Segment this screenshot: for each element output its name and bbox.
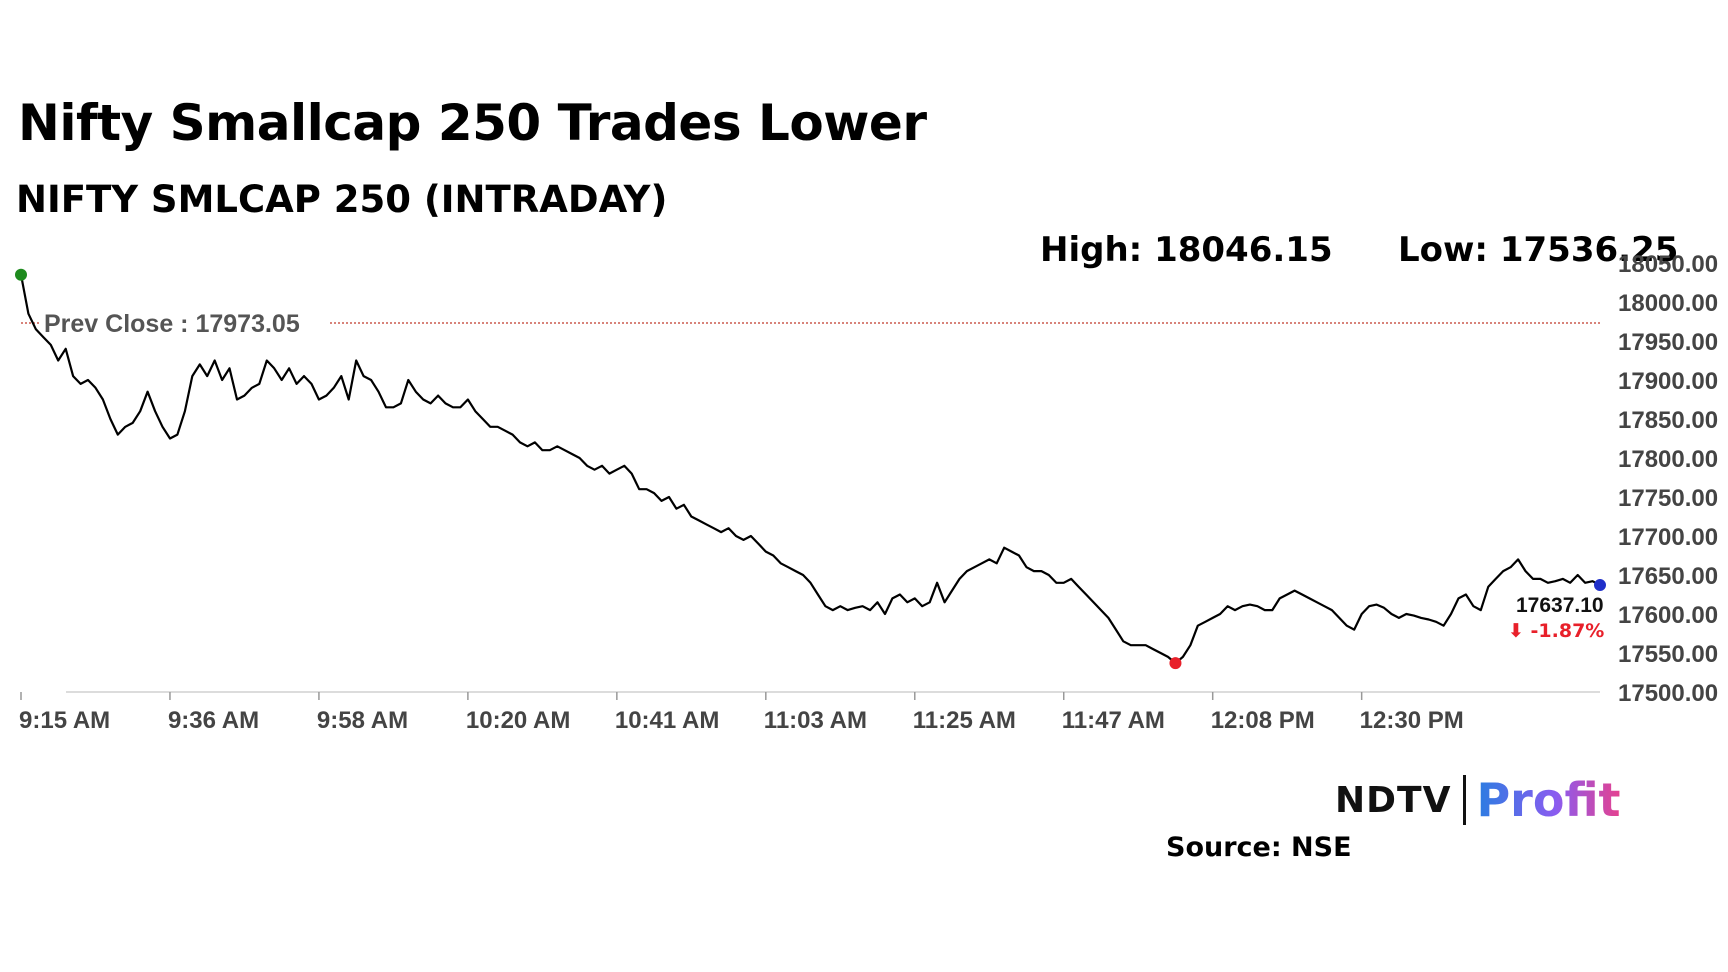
y-tick-label: 17750.00 — [1618, 485, 1718, 512]
low-value-label: Low: 17536.25 — [1398, 230, 1679, 270]
logo-ndtv-text: NDTV — [1335, 779, 1452, 821]
series-line — [19, 274, 1601, 665]
x-tick-label: 9:15 AM — [19, 707, 110, 734]
labels-group: Prev Close : 17973.05 17637.10 ⬇ -1.87% — [44, 310, 1604, 642]
y-tick-label: 17700.00 — [1618, 524, 1718, 551]
y-tick-label: 17900.00 — [1618, 368, 1718, 395]
y-tick-label: 17600.00 — [1618, 602, 1718, 629]
ndtv-profit-logo: NDTV Profit — [1335, 772, 1621, 828]
x-tick-label: 11:03 AM — [764, 707, 867, 734]
change-percent-label: ⬇ -1.87% — [1508, 620, 1604, 642]
markers-group — [15, 268, 1606, 670]
x-axis: 9:15 AM 9:36 AM 9:58 AM 10:20 AM 10:41 AM 11:… — [19, 691, 1600, 734]
y-tick-label: 18050.00 — [1618, 251, 1718, 278]
x-tick-label: 9:58 AM — [317, 707, 408, 734]
x-tick-label: 12:08 PM — [1211, 707, 1315, 734]
y-tick-label: 17500.00 — [1618, 680, 1718, 707]
y-tick-label: 17850.00 — [1618, 407, 1718, 434]
x-tick-label: 11:47 AM — [1062, 707, 1165, 734]
source-label: Source: NSE — [1166, 832, 1352, 863]
series-group — [19, 274, 1601, 665]
logo-divider — [1463, 775, 1467, 825]
chart-subtitle: NIFTY SMLCAP 250 (INTRADAY) — [16, 178, 668, 221]
high-value-label: High: 18046.15 — [1040, 230, 1333, 270]
y-tick-label: 18000.00 — [1618, 290, 1718, 317]
y-tick-label: 17650.00 — [1618, 563, 1718, 590]
x-tick-label: 9:36 AM — [168, 707, 259, 734]
last-value-label: 17637.10 — [1516, 594, 1604, 617]
logo-profit-text: Profit — [1476, 773, 1621, 827]
prev-close-label: Prev Close : 17973.05 — [44, 310, 300, 338]
x-tick-label: 10:20 AM — [466, 707, 570, 734]
x-tick-label: 11:25 AM — [913, 707, 1016, 734]
low-point-marker — [1169, 657, 1182, 670]
y-tick-label: 17800.00 — [1618, 446, 1718, 473]
start-point-marker — [15, 268, 27, 281]
chart-title: Nifty Smallcap 250 Trades Lower — [18, 94, 927, 152]
y-tick-label: 17550.00 — [1618, 641, 1718, 668]
y-axis: 17500.00 17550.00 17600.00 17650.00 17700.00… — [1618, 251, 1718, 707]
y-tick-label: 17950.00 — [1618, 329, 1718, 356]
last-point-marker — [1594, 579, 1606, 592]
x-tick-label: 12:30 PM — [1360, 707, 1464, 734]
x-tick-label: 10:41 AM — [615, 707, 719, 734]
